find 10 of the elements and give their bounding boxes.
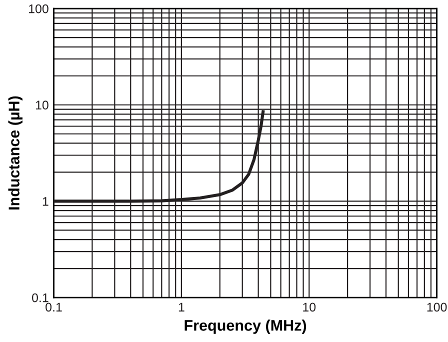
y-tick-label: 100 — [29, 4, 48, 14]
y-axis-title: Inductance (µH) — [8, 96, 22, 210]
y-tick-label: 1 — [42, 197, 48, 206]
y-tick-label: 10 — [36, 100, 48, 110]
x-tick-label: 100 — [427, 302, 447, 312]
x-tick-label: 1 — [178, 302, 184, 312]
x-tick-label: 0.1 — [46, 302, 62, 312]
y-tick-label: 0.1 — [32, 293, 48, 302]
x-axis-title: Frequency (MHz) — [184, 320, 306, 334]
x-tick-label: 10 — [303, 302, 316, 312]
